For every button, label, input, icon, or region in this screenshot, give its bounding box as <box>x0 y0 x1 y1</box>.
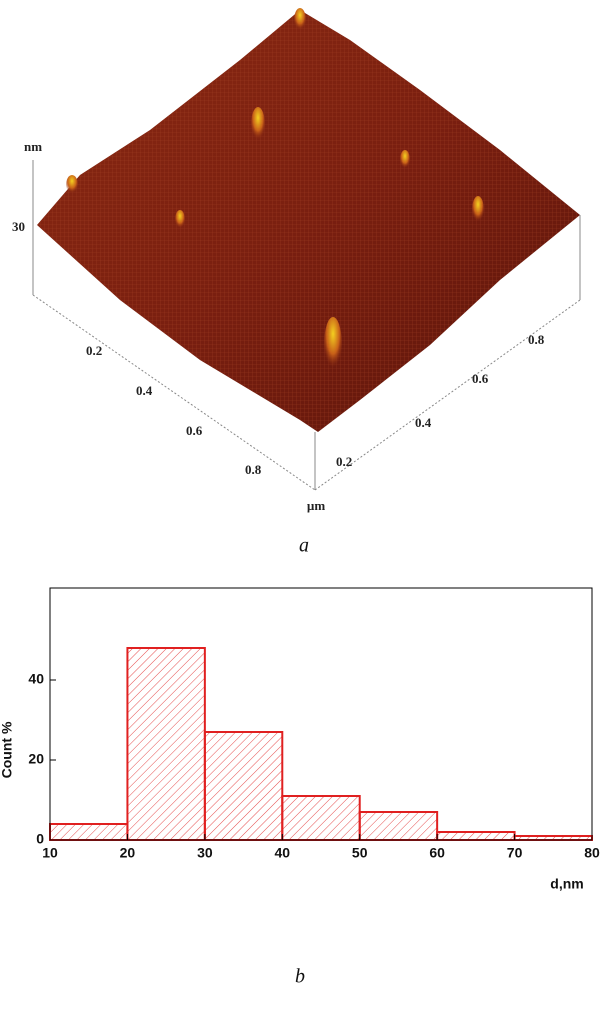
caption: b <box>295 966 305 988</box>
plot-frame <box>49 587 593 841</box>
bar <box>358 811 439 841</box>
left-tick: 0.2 <box>86 343 102 358</box>
bar <box>436 831 516 841</box>
x-tick-label: 30 <box>197 845 213 861</box>
x-tick-label: 70 <box>507 845 523 861</box>
y-tick-label: 0 <box>36 831 44 847</box>
left-tick: 0.4 <box>136 383 153 398</box>
right-tick: 0.4 <box>415 415 432 430</box>
bar <box>126 647 206 841</box>
x-axis-label: d,nm <box>550 876 583 892</box>
z-unit: nm <box>24 139 42 154</box>
x-tick-label: 20 <box>120 845 136 861</box>
bar <box>49 823 129 841</box>
right-tick: 0.2 <box>336 454 352 469</box>
x-tick-label: 50 <box>352 845 368 861</box>
x-tick-label: 10 <box>42 845 58 861</box>
x-tick-label: 40 <box>274 845 290 861</box>
right-tick: 0.8 <box>528 332 545 347</box>
xy-unit: µm <box>307 498 325 513</box>
caption: a <box>299 535 309 557</box>
afm-axes <box>32 160 581 491</box>
bar <box>513 835 593 841</box>
z-tick: 30 <box>12 219 25 234</box>
y-axis-label: Count % <box>0 721 15 778</box>
left-tick: 0.6 <box>186 423 203 438</box>
bar <box>203 731 284 841</box>
right-tick: 0.6 <box>472 371 489 386</box>
afm-surface <box>37 8 580 432</box>
y-tick-label: 40 <box>28 671 44 687</box>
bar <box>281 795 361 841</box>
x-tick-label: 80 <box>584 845 600 861</box>
left-tick: 0.8 <box>245 462 262 477</box>
x-tick-label: 60 <box>429 845 445 861</box>
y-tick-label: 20 <box>28 751 44 767</box>
